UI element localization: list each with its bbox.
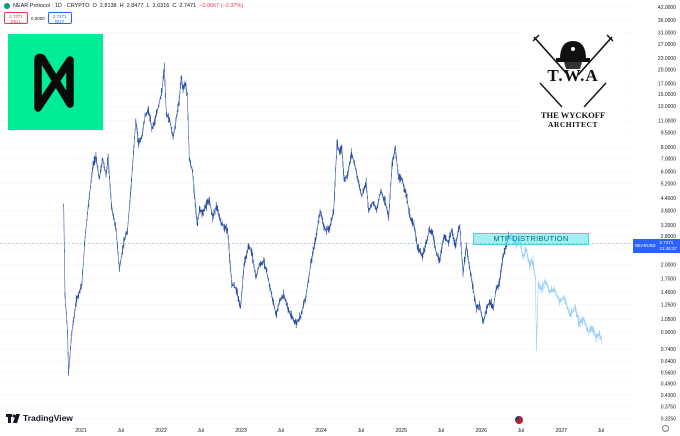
mtf-distribution-label: MTF DISTRIBUTION <box>493 234 569 243</box>
y-tick-label: 2.0000 <box>661 263 677 269</box>
sell-button[interactable]: 2.7471 SELL <box>4 12 28 24</box>
x-tick-label: Jul <box>358 428 365 434</box>
y-tick-label: 15.0000 <box>658 92 676 98</box>
y-tick-label: 2.8000 <box>661 234 677 240</box>
x-tick-label: 2026 <box>475 428 487 434</box>
sell-label: SELL <box>10 19 22 24</box>
near-logo-icon <box>34 53 74 112</box>
projection-path <box>509 235 603 348</box>
y-tick-label: 1.2500 <box>661 302 677 308</box>
y-tick-label: 0.9000 <box>661 330 677 336</box>
y-tick-label: 1.4500 <box>661 290 677 296</box>
y-tick-label: 0.5600 <box>661 370 677 376</box>
x-tick-label: Jul <box>277 428 284 434</box>
y-tick-label: 3.2000 <box>661 223 677 229</box>
y-tick-label: 0.7400 <box>661 347 677 353</box>
x-tick-label: 2024 <box>315 428 327 434</box>
x-tick-label: Jul <box>438 428 445 434</box>
mtf-distribution-zone[interactable] <box>473 233 589 245</box>
y-tick-label: 13.0000 <box>658 104 676 110</box>
y-tick-label: 11.0000 <box>658 118 676 124</box>
samurai-helmet-icon <box>532 34 614 76</box>
x-tick-label: Jul <box>518 428 525 434</box>
symbol-status-dot <box>4 3 10 9</box>
y-tick-label: 27.0000 <box>658 42 676 48</box>
y-tick-label: 6.0000 <box>661 170 677 176</box>
x-axis: 2021 Jul 2022 Jul 2023 Jul 2024 Jul 2025 Jul 2026 J… <box>75 428 604 434</box>
tradingview-wordmark: TradingView <box>23 413 73 423</box>
x-tick-label: 2022 <box>155 428 167 434</box>
y-tick-label: 17.0000 <box>658 81 676 87</box>
y-tick-label: 0.6400 <box>661 359 677 365</box>
order-buttons: 2.7471 SELL 0.0000 2.7471 BUY <box>4 12 72 24</box>
buy-button[interactable]: 2.7471 BUY <box>47 12 72 24</box>
y-tick-label: 0.4300 <box>661 393 677 399</box>
low-label: L <box>146 3 150 9</box>
buy-price: 2.7471 <box>52 13 67 19</box>
y-tick-label: 0.3750 <box>661 404 677 410</box>
y-tick-label: 3.8000 <box>661 208 677 214</box>
chart-header: NEAR Protocol · 1D · CRYPTO O 2.8138 H 2.8… <box>4 3 243 9</box>
open-value: 2.8138 <box>99 3 117 9</box>
tradingview-mark-icon <box>6 413 20 423</box>
x-tick-label: Jul <box>117 428 124 434</box>
us-flag-icon[interactable] <box>515 416 523 424</box>
y-axis: 42.0000 36.0000 31.0000 27.0000 23.0000 20.00… <box>658 5 676 423</box>
tradingview-logo[interactable]: TradingView <box>6 413 73 423</box>
symbol-title[interactable]: NEAR Protocol · 1D · CRYPTO <box>13 3 90 9</box>
y-tick-label: 23.0000 <box>658 56 676 62</box>
spread-value: 0.0000 <box>31 15 45 21</box>
y-tick-label: 9.5000 <box>661 131 677 137</box>
buy-label: BUY <box>55 19 65 24</box>
y-tick-label: 1.0500 <box>661 317 677 323</box>
price-tag-countdown: 21:45:37 <box>659 245 678 251</box>
low-value: 2.6316 <box>152 3 170 9</box>
near-protocol-logo <box>8 34 103 130</box>
twa-name-line2: ARCHITECT <box>548 120 598 129</box>
y-tick-label: 7.0000 <box>661 157 677 163</box>
close-label: C <box>172 3 177 9</box>
x-tick-label: 2021 <box>75 428 87 434</box>
price-series <box>63 62 511 376</box>
price-path <box>63 67 511 375</box>
y-tick-label: 0.4900 <box>661 382 677 388</box>
twa-name-line1: THE WYCKOFF <box>540 110 606 120</box>
price-gridline-layer <box>0 6 632 419</box>
high-value: 2.8477 <box>126 3 144 9</box>
y-tick-label: 20.0000 <box>658 68 676 74</box>
twa-initials: T.W.A <box>547 66 599 85</box>
x-tick-label: Jul <box>598 428 605 434</box>
x-tick-label: Jul <box>197 428 204 434</box>
price-tag-box: 2.7471 21:45:37 <box>657 239 680 253</box>
x-tick-label: 2027 <box>555 428 567 434</box>
series-layer <box>63 62 603 376</box>
y-tick-label: 42.0000 <box>658 5 676 11</box>
sell-price: 2.7471 <box>9 13 23 19</box>
y-tick-label: 0.3250 <box>661 416 677 422</box>
y-tick-label: 4.4000 <box>661 196 677 202</box>
crossed-swords-icon <box>539 82 607 108</box>
wyckoff-architect-logo: T.W.A THE WYCKOFF ARCHITECT <box>520 31 626 133</box>
y-tick-label: 5.2000 <box>661 182 677 188</box>
x-tick-label: 2023 <box>235 428 247 434</box>
settings-gear-icon[interactable] <box>662 425 669 432</box>
price-tag-value: 2.7471 <box>659 240 674 245</box>
close-value: 2.7471 <box>179 3 197 9</box>
high-label: H <box>119 3 124 9</box>
y-tick-label: 31.0000 <box>658 31 676 37</box>
price-change: −0.0667 (−2.37%) <box>199 3 244 9</box>
y-tick-label: 36.0000 <box>658 18 676 24</box>
x-tick-label: 2025 <box>395 428 407 434</box>
last-price-tag: NEARUSD 2.7471 21:45:37 <box>633 239 680 253</box>
y-tick-label: 1.7000 <box>661 276 677 282</box>
price-tag-symbol: NEARUSD <box>633 239 658 253</box>
y-tick-label: 8.0000 <box>661 145 677 151</box>
open-label: O <box>92 3 97 9</box>
